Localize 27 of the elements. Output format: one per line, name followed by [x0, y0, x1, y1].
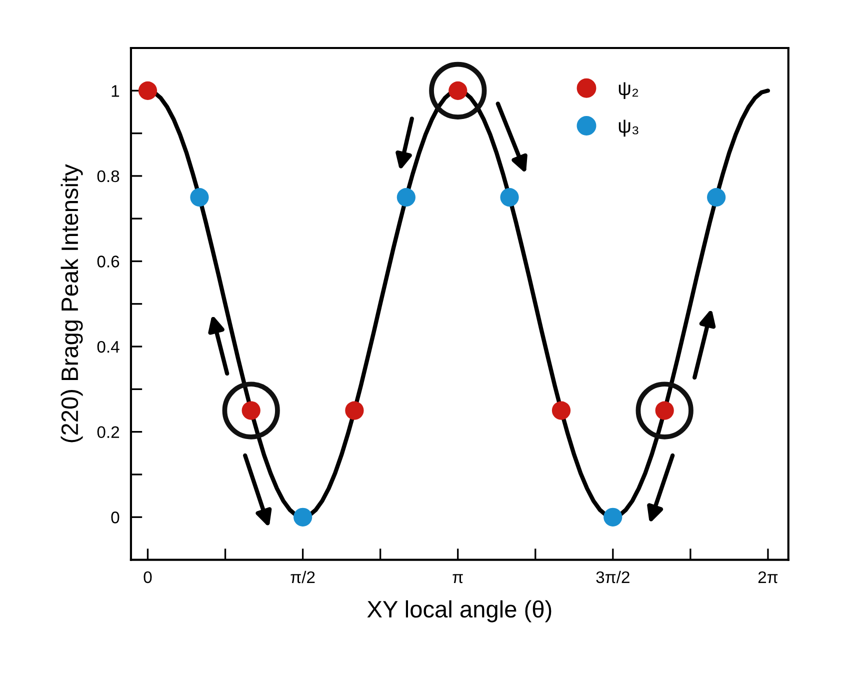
- y-tick-label: 0.2: [97, 426, 120, 438]
- y-tick-label: 1: [112, 85, 120, 97]
- point: [222, 382, 280, 440]
- point: [138, 81, 158, 100]
- x-tick-label: π: [452, 574, 463, 584]
- y-tick-label: 0: [111, 512, 120, 524]
- x-tick-label: 2π: [758, 571, 778, 584]
- point: [636, 382, 694, 440]
- x-tick-label: π/2: [290, 570, 315, 584]
- x-tick-label: 0: [144, 571, 152, 584]
- point: [396, 188, 416, 207]
- point: [429, 62, 487, 120]
- point: [552, 401, 571, 420]
- point: [500, 188, 519, 207]
- y-tick-label: 0.8: [97, 170, 120, 182]
- y-tick-label: 0.6: [97, 256, 120, 268]
- legend-label: ψ₃: [618, 120, 638, 137]
- y-tick-label: 0.4: [97, 340, 120, 353]
- x-tick-label: 3π/2: [596, 570, 630, 584]
- x-axis-title: XY local angle (θ): [367, 600, 552, 622]
- point: [345, 401, 364, 420]
- point: [294, 508, 312, 526]
- y-axis-title: (220) Bragg Peak Intensity: [60, 164, 83, 442]
- point: [190, 188, 209, 207]
- legend-label: ψ₂: [618, 82, 638, 99]
- point: [604, 508, 622, 526]
- point: [707, 188, 726, 207]
